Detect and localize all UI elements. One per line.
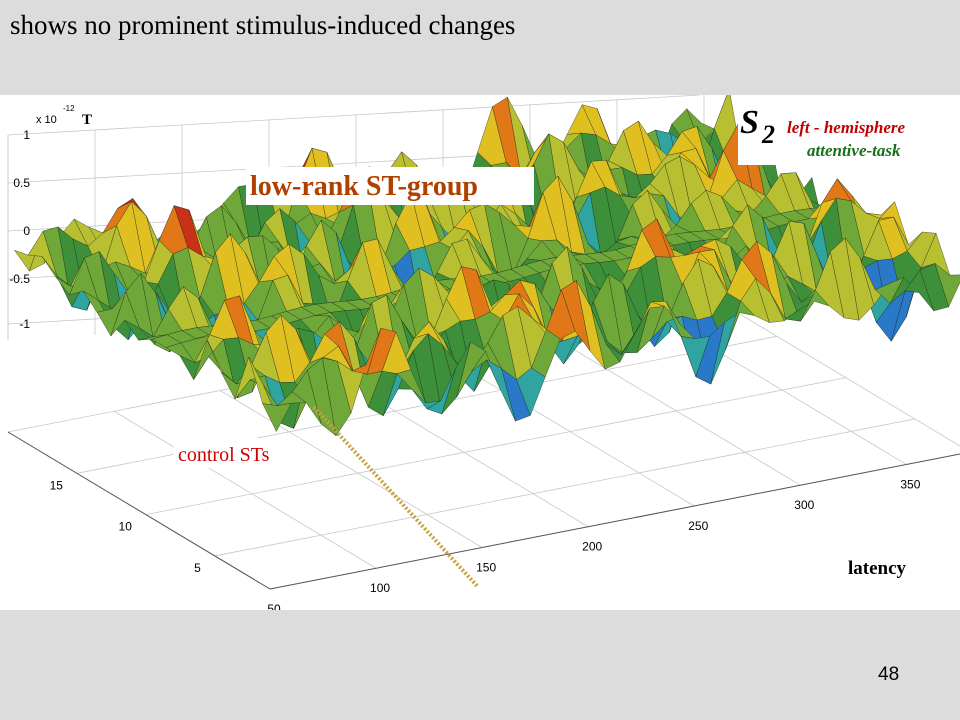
slide-number: 48 bbox=[878, 664, 900, 685]
x-tick-label: 50 bbox=[267, 602, 281, 610]
z-tick-label: 0.5 bbox=[13, 176, 30, 190]
z-axis-unit: T bbox=[82, 112, 92, 128]
x-tick-label: 200 bbox=[582, 540, 602, 554]
x-tick-label: 100 bbox=[370, 581, 390, 595]
y-tick-label: 5 bbox=[194, 561, 201, 575]
z-tick-label: 1 bbox=[23, 128, 30, 142]
axis-ticks: 10.50-0.5-1201510550100150200250300350 bbox=[9, 128, 920, 616]
surface-plot bbox=[13, 88, 960, 437]
surface-patch bbox=[934, 262, 960, 308]
annotations: x 10 -12 T S 2 left - hemisphere attenti… bbox=[34, 99, 934, 589]
x-tick-label: 300 bbox=[794, 498, 814, 512]
x-tick-label: 150 bbox=[476, 560, 496, 574]
subject-subscript: 2 bbox=[761, 120, 775, 149]
z-tick-label: 0 bbox=[23, 224, 30, 238]
z-tick-label: -1 bbox=[19, 317, 30, 331]
x-tick-label: 350 bbox=[900, 477, 920, 491]
slide-caption: shows no prominent stimulus-induced chan… bbox=[10, 10, 516, 40]
x-tick-label: 250 bbox=[688, 519, 708, 533]
subject-letter: S bbox=[740, 104, 759, 141]
control-pointer bbox=[312, 405, 480, 589]
chart-title: low-rank ST-group bbox=[250, 171, 478, 202]
z-axis-exponent: -12 bbox=[63, 104, 75, 113]
y-tick-label: 15 bbox=[50, 478, 64, 492]
z-axis-exponent-prefix: x 10 bbox=[36, 114, 57, 126]
y-tick-label: 10 bbox=[119, 520, 133, 534]
control-sts-label: control STs bbox=[178, 444, 270, 466]
x-axis-label: latency bbox=[848, 558, 907, 579]
hemisphere-label: left - hemisphere bbox=[787, 118, 905, 137]
task-label: attentive-task bbox=[807, 141, 901, 160]
z-tick-label: -0.5 bbox=[9, 272, 30, 286]
surface-chart: 10.50-0.5-1201510550100150200250300350 x… bbox=[7, 88, 960, 616]
figure-panel: 10.50-0.5-1201510550100150200250300350 x… bbox=[0, 88, 960, 616]
